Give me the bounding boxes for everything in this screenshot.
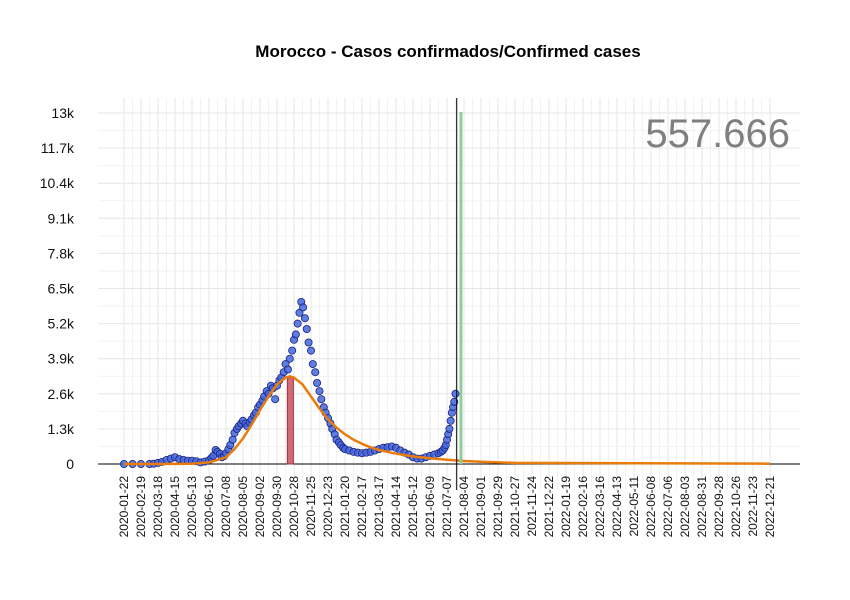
data-point: [283, 365, 292, 374]
data-point: [313, 378, 322, 387]
x-tick-label: 2020-06-10: [202, 476, 216, 538]
data-point: [228, 435, 237, 444]
x-tick-label: 2020-10-28: [287, 476, 301, 538]
x-tick-label: 2022-06-08: [644, 476, 658, 538]
y-tick-label: 1.3k: [48, 421, 75, 437]
y-tick-label: 9.1k: [48, 210, 75, 226]
data-point: [306, 346, 315, 355]
y-axis-tick-labels: 0 1.3k 2.6k 3.9k 5.2k 6.5k 7.8k 9.1k 10.4k 11.7k 1…: [40, 105, 75, 472]
data-point: [291, 330, 300, 339]
data-point: [451, 389, 460, 398]
x-tick-label: 2022-01-19: [559, 476, 573, 538]
x-tick-label: 2021-12-22: [542, 476, 556, 538]
data-point: [299, 303, 308, 312]
x-tick-label: 2022-08-31: [695, 476, 709, 538]
x-tick-label: 2022-03-16: [593, 476, 607, 538]
vertical-gridlines: [123, 98, 771, 490]
x-tick-label: 2022-02-16: [576, 476, 590, 538]
data-point: [293, 319, 302, 328]
x-tick-label: 2021-09-01: [474, 476, 488, 538]
data-point: [317, 395, 326, 404]
y-tick-label: 2.6k: [48, 386, 75, 402]
data-point: [288, 346, 297, 355]
x-tick-label: 2020-07-08: [219, 476, 233, 538]
x-tick-label: 2020-09-30: [270, 476, 284, 538]
x-tick-label: 2020-11-25: [304, 476, 318, 537]
x-tick-label: 2021-03-17: [372, 476, 386, 538]
data-point: [271, 395, 280, 404]
x-tick-label: 2021-07-07: [440, 476, 454, 538]
x-tick-label: 2021-02-17: [355, 476, 369, 538]
x-tick-label: 2020-08-05: [236, 476, 250, 538]
y-tick-label: 11.7k: [41, 140, 75, 156]
data-point: [285, 354, 294, 363]
x-tick-label: 2022-10-26: [729, 476, 743, 538]
x-tick-label: 2020-09-02: [253, 476, 267, 538]
data-point: [308, 360, 317, 369]
y-tick-label: 13k: [51, 105, 75, 121]
x-tick-label: 2020-12-23: [321, 476, 335, 538]
data-point: [315, 387, 324, 396]
y-tick-label: 0: [66, 456, 74, 472]
x-tick-label: 2022-08-03: [678, 476, 692, 538]
x-tick-label: 2021-11-24: [525, 476, 539, 537]
total-cases-label: 557.666: [645, 112, 790, 156]
data-point: [304, 338, 313, 347]
data-point: [300, 314, 309, 323]
x-tick-label: 2020-04-15: [168, 476, 182, 538]
y-tick-label: 5.2k: [48, 316, 75, 332]
x-tick-label: 2022-05-11: [627, 476, 641, 537]
peak-period-bar: [286, 377, 294, 465]
x-tick-label: 2021-10-27: [508, 476, 522, 538]
y-tick-label: 10.4k: [40, 175, 75, 191]
x-tick-label: 2020-01-22: [117, 476, 131, 538]
data-point: [445, 424, 454, 433]
x-tick-label: 2022-09-28: [712, 476, 726, 538]
data-point: [450, 397, 459, 406]
horizontal-gridlines: [98, 112, 800, 465]
x-tick-label: 2020-05-13: [185, 476, 199, 538]
x-tick-label: 2022-12-21: [763, 476, 777, 538]
x-tick-label: 2021-04-14: [389, 476, 403, 538]
x-tick-label: 2021-06-09: [423, 476, 437, 538]
x-tick-label: 2022-11-23: [746, 476, 760, 537]
x-tick-label: 2022-04-13: [610, 476, 624, 538]
x-tick-label: 2022-07-06: [661, 476, 675, 538]
chart-title: Morocco - Casos confirmados/Confirmed ca…: [255, 42, 640, 61]
data-point: [302, 324, 311, 333]
x-tick-label: 2020-03-18: [151, 476, 165, 538]
y-tick-label: 7.8k: [48, 245, 75, 261]
x-axis-tick-labels: 2020-01-22 2020-02-19 2020-03-18 2020-04-15…: [117, 476, 777, 538]
data-point: [311, 368, 320, 377]
y-tick-label: 6.5k: [48, 281, 75, 297]
x-tick-label: 2020-02-19: [134, 476, 148, 538]
x-tick-label: 2021-09-29: [491, 476, 505, 538]
data-point: [295, 308, 304, 317]
y-tick-label: 3.9k: [48, 351, 75, 367]
x-tick-label: 2021-01-20: [338, 476, 352, 538]
x-tick-label: 2021-05-12: [406, 476, 420, 538]
data-point: [446, 416, 455, 425]
x-tick-label: 2021-08-04: [457, 476, 471, 538]
fitted-curve: [124, 375, 771, 466]
